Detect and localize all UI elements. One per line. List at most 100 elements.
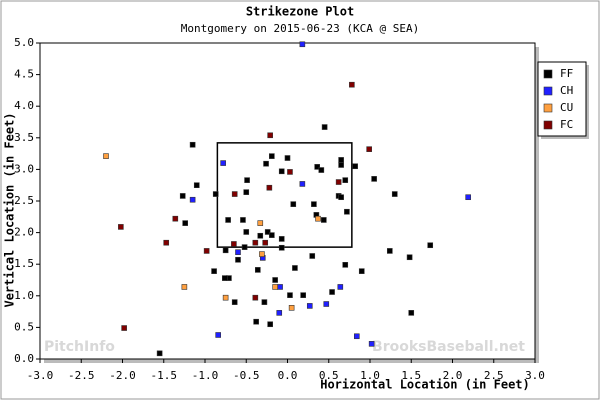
x-tick-label: 1.5	[401, 369, 421, 382]
pitch-marker	[244, 177, 250, 183]
pitch-marker	[344, 208, 350, 215]
pitch-marker	[318, 167, 325, 173]
pitch-marker	[342, 177, 349, 183]
x-axis-label: Horizontal Location (in Feet)	[320, 378, 530, 392]
legend-label: CH	[560, 84, 573, 97]
pitch-marker	[335, 179, 342, 185]
y-axis-label: Vertical Location (in Feet)	[3, 112, 17, 307]
pitch-marker	[299, 181, 306, 187]
pitch-marker	[323, 301, 330, 307]
pitch-marker	[220, 160, 226, 166]
pitch-marker	[261, 299, 268, 305]
y-tick-label: 3.0	[14, 162, 34, 175]
pitch-marker	[203, 248, 210, 254]
pitch-marker	[264, 229, 271, 235]
pitch-marker	[366, 146, 372, 152]
pitch-marker	[243, 189, 250, 195]
x-tick-label: 0.0	[278, 369, 298, 382]
pitch-marker	[315, 215, 321, 222]
pitch-marker	[349, 81, 355, 88]
pitch-marker	[269, 232, 275, 238]
pitch-marker	[287, 292, 293, 298]
pitch-marker	[121, 325, 127, 331]
pitch-marker	[272, 277, 278, 283]
pitch-marker	[288, 305, 295, 311]
pitch-marker	[338, 162, 344, 168]
pitch-marker	[103, 153, 109, 159]
y-tick-label: 1.5	[14, 257, 34, 270]
pitch-marker	[252, 294, 259, 301]
legend-label: FC	[560, 118, 573, 131]
watermark: BrooksBaseball.net	[372, 339, 525, 355]
pitch-marker	[231, 299, 238, 305]
x-tick-label: 3.0	[525, 369, 545, 382]
pitch-marker	[181, 284, 188, 290]
pitch-marker	[278, 236, 285, 242]
pitch-marker	[269, 153, 275, 159]
pitch-marker	[253, 318, 259, 325]
pitch-marker	[257, 232, 264, 239]
y-tick-label: 3.5	[14, 131, 34, 144]
pitch-marker	[353, 333, 360, 340]
pitch-marker	[225, 217, 231, 223]
y-tick-label: 2.5	[14, 194, 34, 207]
pitch-marker	[235, 256, 241, 263]
pitch-marker	[215, 332, 221, 338]
pitch-marker	[368, 341, 375, 347]
x-tick-label: -1.5	[151, 369, 178, 382]
pitch-marker	[338, 194, 344, 201]
x-tick-label: -0.5	[233, 369, 260, 382]
legend-swatch	[543, 69, 553, 79]
pitch-marker	[465, 194, 471, 201]
pitch-marker	[267, 132, 273, 139]
pitch-marker	[255, 267, 261, 273]
pitch-marker	[118, 224, 124, 230]
pitch-marker	[211, 268, 217, 274]
pitch-marker	[189, 141, 196, 148]
pitch-marker	[321, 124, 328, 130]
legend-label: FF	[560, 67, 573, 80]
pitch-marker	[222, 247, 229, 254]
legend-label: CU	[560, 101, 573, 114]
chart-title: Strikezone Plot	[246, 5, 354, 19]
x-tick-label: 0.5	[319, 369, 339, 382]
pitch-marker	[278, 168, 285, 175]
pitch-marker	[222, 294, 229, 301]
pitch-marker	[352, 163, 358, 170]
watermark: PitchInfo	[44, 339, 115, 355]
pitch-marker	[263, 160, 269, 167]
pitch-marker	[235, 249, 241, 255]
pitch-marker	[300, 292, 306, 298]
y-tick-label: 5.0	[14, 36, 34, 49]
pitch-marker	[267, 321, 273, 328]
pitch-marker	[290, 201, 297, 207]
pitch-marker	[241, 244, 248, 250]
x-tick-label: -1.0	[192, 369, 219, 382]
pitch-marker	[212, 191, 219, 197]
pitch-marker	[231, 191, 238, 197]
x-tick-label: 2.0	[443, 369, 463, 382]
y-tick-label: 0.0	[14, 352, 34, 365]
pitch-marker	[276, 310, 283, 316]
pitch-marker	[272, 284, 278, 290]
legend-swatch	[543, 86, 553, 96]
pitch-marker	[259, 251, 265, 257]
pitch-marker	[427, 242, 434, 249]
pitch-marker	[193, 182, 200, 188]
pitch-marker	[262, 239, 269, 246]
y-tick-label: 1.0	[14, 289, 34, 302]
pitch-marker	[342, 262, 349, 268]
pitch-marker	[156, 350, 163, 357]
pitch-marker	[306, 303, 313, 309]
pitch-marker	[391, 191, 398, 197]
pitch-marker	[337, 284, 344, 290]
pitch-marker	[278, 244, 285, 251]
legend-swatch	[543, 120, 553, 130]
pitch-marker	[406, 254, 413, 261]
pitch-marker	[231, 241, 237, 247]
pitch-marker	[358, 268, 365, 274]
pitch-marker	[292, 265, 298, 271]
pitch-marker	[182, 220, 188, 226]
x-tick-label: 2.5	[484, 369, 504, 382]
